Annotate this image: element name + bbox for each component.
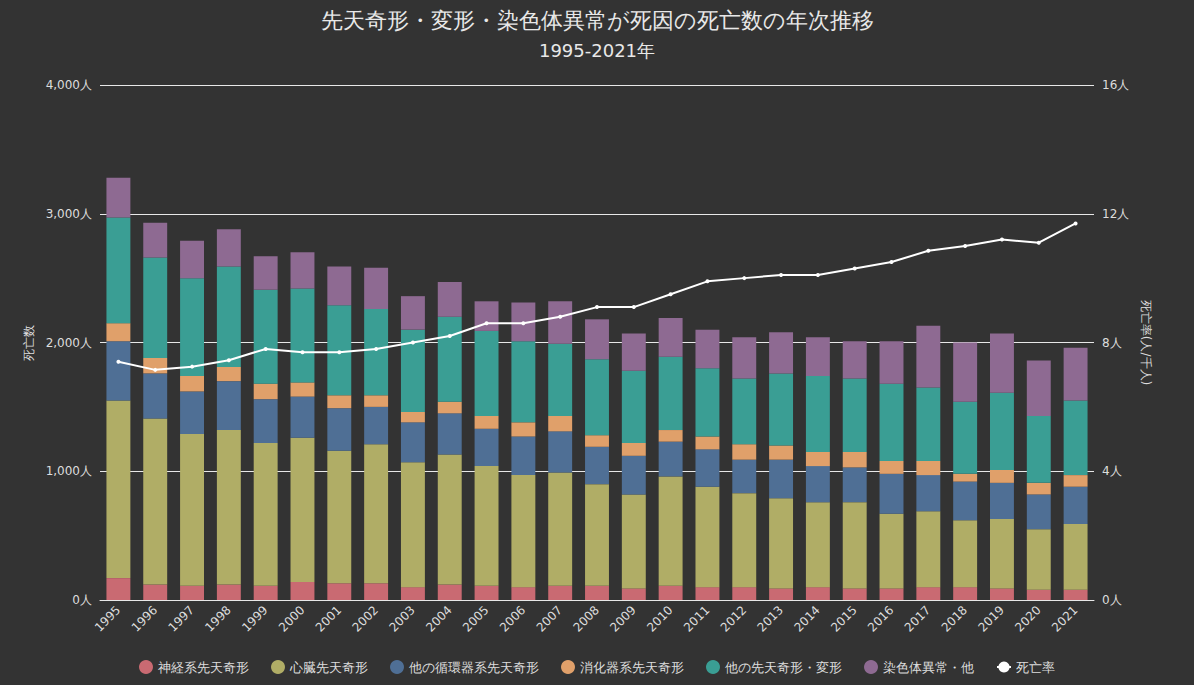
svg-text:1998: 1998 xyxy=(202,603,233,634)
svg-text:4,000人: 4,000人 xyxy=(46,78,92,92)
svg-text:2018: 2018 xyxy=(939,603,970,634)
svg-text:1999: 1999 xyxy=(239,603,270,634)
svg-text:2001: 2001 xyxy=(313,603,344,634)
svg-text:心臓先天奇形: 心臓先天奇形 xyxy=(289,660,368,675)
svg-text:2008: 2008 xyxy=(570,603,601,634)
svg-text:2004: 2004 xyxy=(423,603,454,634)
svg-text:2007: 2007 xyxy=(534,603,565,634)
svg-text:他の循環器系先天奇形: 他の循環器系先天奇形 xyxy=(409,660,539,675)
svg-text:2009: 2009 xyxy=(607,603,638,634)
svg-text:2000: 2000 xyxy=(276,603,307,634)
svg-text:他の先天奇形・変形: 他の先天奇形・変形 xyxy=(725,660,842,675)
svg-text:2019: 2019 xyxy=(975,603,1006,634)
svg-text:2011: 2011 xyxy=(681,603,712,634)
svg-text:8人: 8人 xyxy=(1102,336,1122,350)
svg-text:2021: 2021 xyxy=(1049,603,1080,634)
svg-text:死亡率(人/千人): 死亡率(人/千人) xyxy=(1139,300,1153,385)
svg-text:死亡率: 死亡率 xyxy=(1016,660,1055,675)
svg-text:2012: 2012 xyxy=(718,603,749,634)
svg-text:1996: 1996 xyxy=(129,603,160,634)
svg-text:2016: 2016 xyxy=(865,603,896,634)
svg-text:消化器系先天奇形: 消化器系先天奇形 xyxy=(580,660,684,675)
svg-text:2015: 2015 xyxy=(828,603,859,634)
svg-text:3,000人: 3,000人 xyxy=(46,207,92,221)
svg-text:1995: 1995 xyxy=(92,603,123,634)
svg-text:染色体異常・他: 染色体異常・他 xyxy=(883,660,974,675)
svg-text:2005: 2005 xyxy=(460,603,491,634)
svg-text:2,000人: 2,000人 xyxy=(46,336,92,350)
svg-text:0人: 0人 xyxy=(1102,593,1122,607)
svg-text:0人: 0人 xyxy=(72,593,92,607)
svg-text:2014: 2014 xyxy=(791,603,822,634)
svg-text:16人: 16人 xyxy=(1102,78,1129,92)
svg-text:神経系先天奇形: 神経系先天奇形 xyxy=(158,660,249,675)
svg-text:2006: 2006 xyxy=(497,603,528,634)
svg-text:2020: 2020 xyxy=(1012,603,1043,634)
svg-text:2017: 2017 xyxy=(902,603,933,634)
svg-text:2013: 2013 xyxy=(755,603,786,634)
svg-text:4人: 4人 xyxy=(1102,464,1122,478)
svg-text:2010: 2010 xyxy=(644,603,675,634)
svg-text:2002: 2002 xyxy=(350,603,381,634)
svg-text:1997: 1997 xyxy=(166,603,197,634)
svg-text:2003: 2003 xyxy=(386,603,417,634)
svg-text:12人: 12人 xyxy=(1102,207,1129,221)
svg-text:1995-2021年: 1995-2021年 xyxy=(539,40,655,61)
svg-text:1,000人: 1,000人 xyxy=(46,464,92,478)
svg-text:先天奇形・変形・染色体異常が死因の死亡数の年次推移: 先天奇形・変形・染色体異常が死因の死亡数の年次推移 xyxy=(321,8,874,33)
svg-text:死亡数: 死亡数 xyxy=(22,325,36,361)
